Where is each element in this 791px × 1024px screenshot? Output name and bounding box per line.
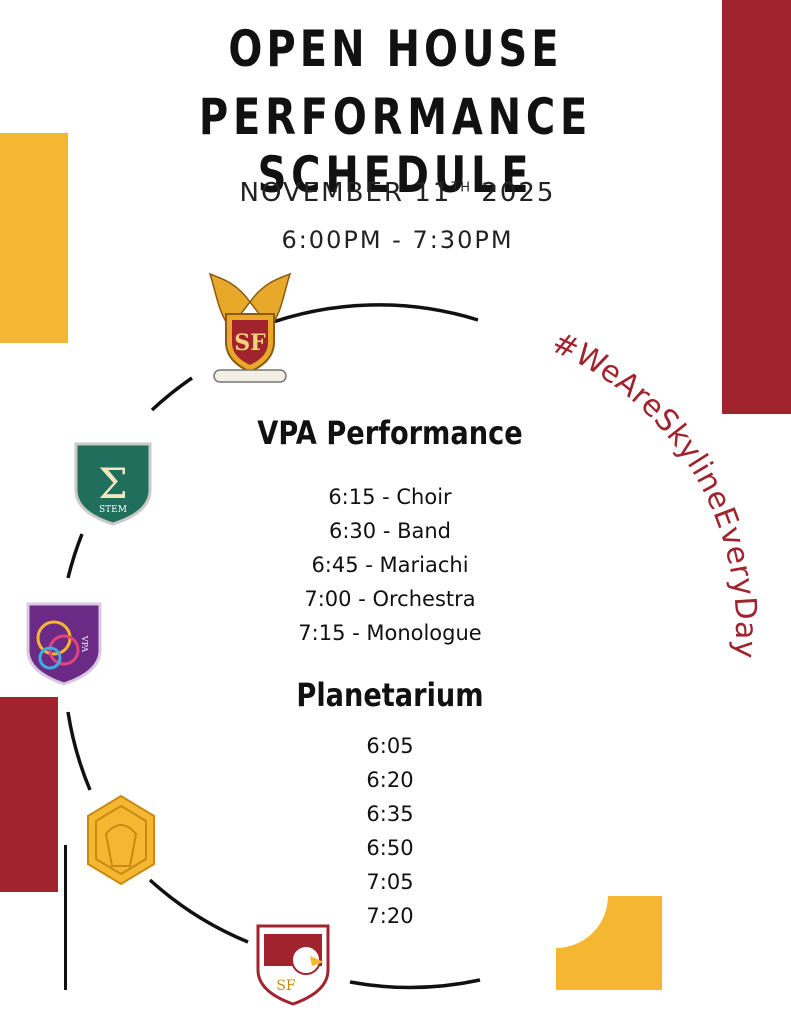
title-line-2: PERFORMANCE SCHEDULE xyxy=(198,88,593,204)
vpa-performance-heading: VPA Performance xyxy=(257,414,523,452)
decorative-maroon-bar-right xyxy=(722,0,791,414)
event-time: 6:00PM - 7:30PM xyxy=(281,226,514,254)
vpa-academy-badge-logo: VPA xyxy=(26,602,102,686)
decorative-gold-corner xyxy=(556,896,662,990)
vpa-schedule-list: 6:15 - Choir 6:30 - Band 6:45 - Mariachi… xyxy=(0,480,780,650)
planetarium-time-item: 7:20 xyxy=(366,904,414,928)
vpa-schedule-item: 6:45 - Mariachi xyxy=(311,553,469,577)
ring-arc-bottom-left xyxy=(148,878,249,944)
ring-arc-top xyxy=(261,303,479,328)
date-year: 2025 xyxy=(471,178,556,208)
planetarium-time-item: 6:35 xyxy=(366,802,414,826)
ring-arc-upper-left xyxy=(150,376,193,412)
planetarium-time-item: 6:50 xyxy=(366,836,414,860)
svg-text:SF: SF xyxy=(276,978,296,994)
svg-text:STEM: STEM xyxy=(99,505,127,515)
decorative-vertical-line xyxy=(64,845,67,990)
svg-text:VPA: VPA xyxy=(80,635,89,652)
date-ordinal: TH xyxy=(451,180,472,196)
ring-arc-bottom xyxy=(349,978,481,990)
vpa-schedule-item: 6:15 - Choir xyxy=(328,485,452,509)
gold-quarter-shape xyxy=(556,896,662,990)
ring-arc-lower-left xyxy=(66,711,92,791)
decorative-maroon-bar-left xyxy=(0,697,58,892)
vpa-schedule-item: 7:15 - Monologue xyxy=(298,621,482,645)
svg-text:SF: SF xyxy=(234,330,266,356)
title-line-1: OPEN HOUSE xyxy=(228,20,563,78)
vpa-schedule-item: 6:30 - Band xyxy=(328,519,451,543)
ring-arc-left xyxy=(66,533,84,579)
planetarium-schedule-list: 6:05 6:20 6:35 6:50 7:05 7:20 xyxy=(0,729,780,933)
planetarium-time-item: 6:20 xyxy=(366,768,414,792)
eagle-hexagon-logo xyxy=(87,794,155,886)
svg-text:Σ: Σ xyxy=(98,459,128,508)
planetarium-time-item: 7:05 xyxy=(366,870,414,894)
planetarium-time-item: 6:05 xyxy=(366,734,414,758)
decorative-gold-bar-left xyxy=(0,133,68,343)
event-date: NOVEMBER 11TH 2025 xyxy=(0,178,791,208)
date-day: NOVEMBER 11 xyxy=(239,178,452,208)
stem-academy-badge-logo: Σ STEM xyxy=(74,442,152,526)
sf-eagle-crest-logo: SF xyxy=(256,924,330,1006)
vpa-schedule-item: 7:00 - Orchestra xyxy=(304,587,476,611)
planetarium-heading: Planetarium xyxy=(296,676,484,714)
sf-winged-crest-logo: SF xyxy=(208,272,292,383)
